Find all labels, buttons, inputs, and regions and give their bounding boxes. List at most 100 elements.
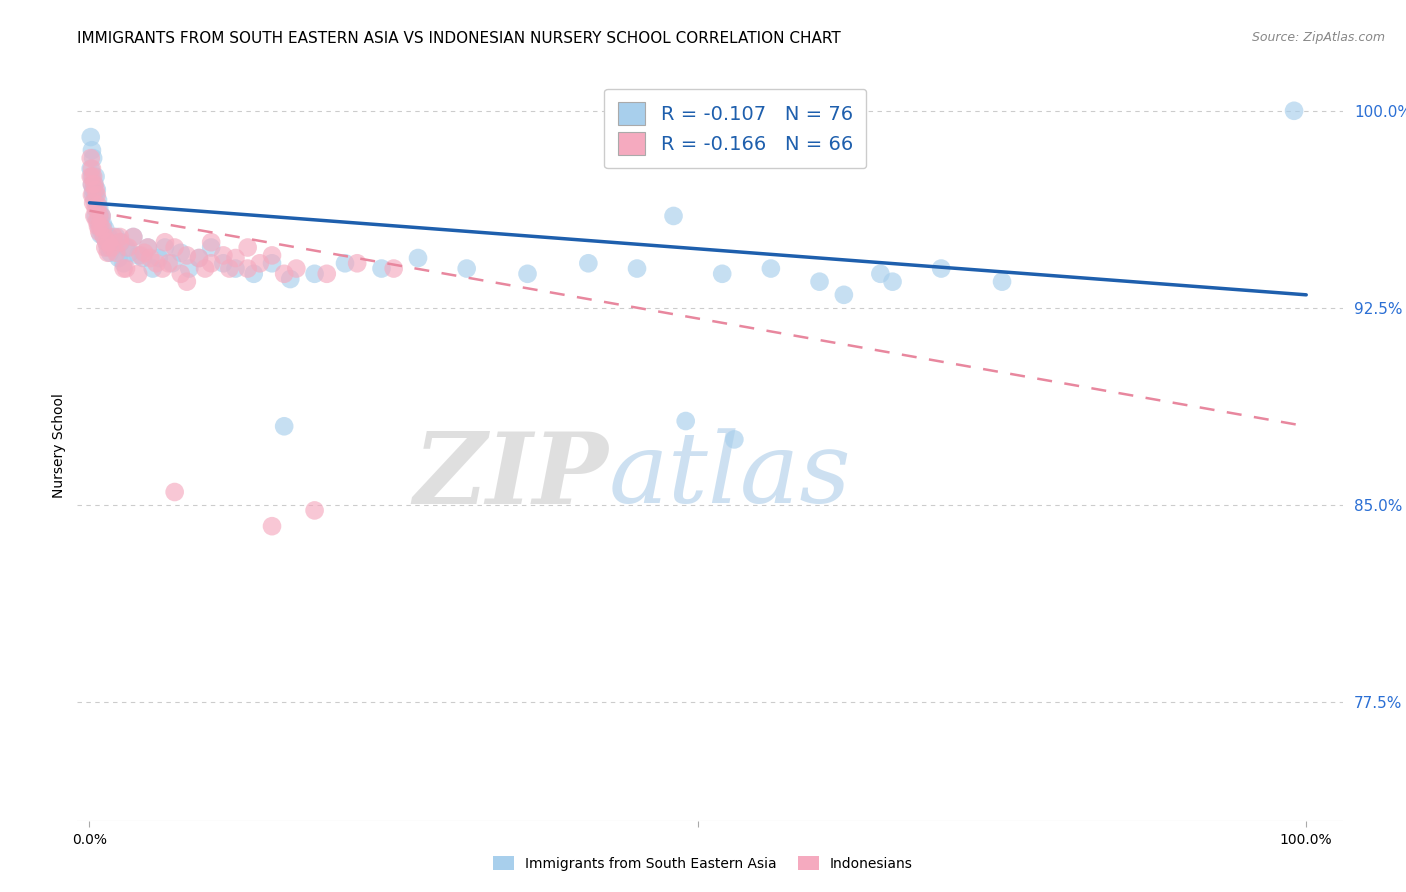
Point [87, 193, 110, 207]
Point [86, 188, 108, 202]
Point [84, 209, 107, 223]
Point [100, 235, 122, 250]
Point [711, 267, 734, 281]
Point [80, 161, 103, 176]
Point [83, 178, 105, 192]
Point [200, 256, 222, 270]
Point [112, 261, 135, 276]
Point [80, 161, 103, 176]
Point [869, 267, 891, 281]
Point [153, 240, 176, 254]
Point [136, 240, 159, 254]
Point [260, 256, 283, 270]
Point [97, 245, 120, 260]
Point [100, 240, 122, 254]
Legend: R = -0.107   N = 76, R = -0.166   N = 66: R = -0.107 N = 76, R = -0.166 N = 66 [605, 88, 866, 169]
Point [162, 256, 183, 270]
Point [108, 230, 131, 244]
Point [148, 251, 170, 265]
Point [103, 230, 125, 244]
Point [236, 261, 259, 276]
Point [273, 267, 295, 281]
Point [80, 188, 103, 202]
Legend: Immigrants from South Eastern Asia, Indonesians: Immigrants from South Eastern Asia, Indo… [488, 850, 918, 876]
Point [136, 240, 159, 254]
Point [152, 261, 174, 276]
Point [105, 245, 128, 260]
Point [808, 275, 831, 289]
Point [225, 251, 247, 265]
Point [89, 209, 111, 223]
Point [90, 209, 112, 223]
Point [94, 222, 117, 236]
Point [278, 272, 301, 286]
Point [112, 256, 135, 270]
Point [176, 275, 198, 289]
Point [273, 419, 295, 434]
Point [127, 267, 149, 281]
Point [249, 256, 271, 270]
Point [80, 169, 103, 184]
Point [115, 240, 138, 254]
Point [80, 178, 103, 192]
Point [134, 245, 156, 260]
Point [346, 256, 368, 270]
Point [86, 214, 108, 228]
Point [84, 201, 107, 215]
Point [212, 256, 235, 270]
Point [170, 245, 193, 260]
Point [145, 256, 167, 270]
Point [157, 256, 180, 270]
Point [86, 201, 108, 215]
Point [315, 267, 337, 281]
Point [882, 275, 904, 289]
Point [98, 245, 121, 260]
Point [82, 183, 104, 197]
Point [83, 209, 105, 223]
Point [179, 261, 201, 276]
Point [90, 209, 112, 223]
Text: Source: ZipAtlas.com: Source: ZipAtlas.com [1251, 31, 1385, 45]
Point [87, 214, 110, 228]
Point [80, 151, 103, 165]
Point [832, 288, 855, 302]
Point [153, 235, 176, 250]
Point [132, 251, 155, 265]
Point [91, 222, 114, 236]
Point [200, 235, 222, 250]
Point [82, 188, 104, 202]
Point [96, 235, 118, 250]
Point [80, 178, 103, 192]
Text: IMMIGRANTS FROM SOUTH EASTERN ASIA VS INDONESIAN NURSERY SCHOOL CORRELATION CHAR: IMMIGRANTS FROM SOUTH EASTERN ASIA VS IN… [77, 31, 841, 46]
Point [929, 261, 952, 276]
Point [218, 261, 240, 276]
Point [98, 235, 120, 250]
Point [93, 230, 115, 244]
Point [89, 219, 111, 234]
Point [93, 230, 115, 244]
Point [84, 183, 107, 197]
Point [122, 230, 145, 244]
Point [139, 251, 162, 265]
Point [304, 267, 326, 281]
Point [225, 261, 247, 276]
Point [89, 201, 111, 215]
Point [84, 169, 107, 184]
Point [103, 240, 125, 254]
Point [117, 240, 139, 254]
Point [90, 225, 112, 239]
Point [456, 261, 478, 276]
Y-axis label: Nursery School: Nursery School [52, 393, 66, 499]
Point [382, 261, 405, 276]
Point [170, 267, 193, 281]
Point [304, 503, 326, 517]
Point [80, 130, 103, 145]
Point [98, 230, 120, 244]
Point [333, 256, 356, 270]
Point [576, 256, 599, 270]
Point [89, 209, 111, 223]
Point [80, 143, 103, 157]
Point [991, 275, 1014, 289]
Point [285, 261, 308, 276]
Point [1282, 103, 1305, 118]
